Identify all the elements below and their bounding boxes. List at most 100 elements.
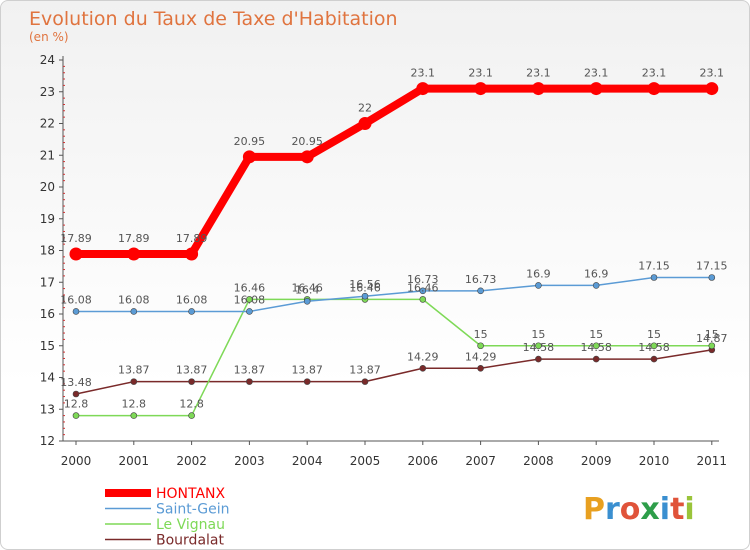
data-label: 13.87	[176, 364, 208, 377]
data-point	[300, 150, 314, 164]
data-point	[242, 150, 256, 164]
x-tick-label: 2006	[408, 454, 439, 468]
data-label: 17.89	[60, 232, 92, 245]
data-label: 14.29	[465, 350, 497, 363]
data-point	[650, 355, 658, 363]
data-point	[592, 342, 600, 350]
x-tick-label: 2009	[581, 454, 612, 468]
legend-label: Saint-Gein	[156, 502, 230, 518]
y-tick-label: 16	[40, 307, 55, 321]
brand-letter: P	[583, 492, 605, 527]
series-saint-gein	[72, 274, 716, 315]
series-line	[75, 349, 713, 395]
series-line	[75, 298, 713, 417]
data-point	[188, 412, 195, 419]
data-point	[246, 308, 253, 315]
legend-label: Bourdalat	[156, 533, 224, 549]
data-label: 23.1	[642, 67, 667, 80]
data-point	[535, 355, 542, 363]
data-point	[477, 287, 484, 295]
y-tick-label: 23	[40, 85, 55, 99]
data-label: 16.08	[60, 293, 92, 306]
data-label: 15	[647, 328, 661, 341]
data-label: 16.73	[465, 273, 497, 286]
x-tick-label: 2010	[639, 454, 670, 468]
data-label: 23.1	[411, 67, 436, 80]
data-label: 16.08	[118, 293, 150, 306]
data-label: 17.15	[638, 259, 670, 272]
data-label: 13.48	[60, 376, 92, 389]
data-point	[477, 342, 484, 350]
data-point	[358, 117, 372, 130]
data-point	[705, 82, 719, 96]
data-label: 16.4	[295, 283, 320, 296]
data-label: 16.46	[349, 281, 381, 294]
series-bourdalat	[72, 346, 716, 398]
legend-label: Le Vignau	[156, 517, 225, 533]
data-label: 16.46	[234, 281, 266, 294]
data-point	[303, 378, 311, 385]
y-tick-label: 20	[40, 180, 55, 194]
y-tick-label: 18	[40, 244, 55, 258]
data-label: 13.87	[349, 364, 381, 377]
data-point	[419, 296, 427, 303]
data-point	[69, 247, 83, 261]
data-label: 15	[531, 328, 545, 341]
data-label: 13.87	[291, 364, 323, 377]
data-label: 20.95	[234, 135, 266, 148]
x-tick-label: 2004	[292, 454, 323, 468]
data-label: 17.89	[118, 232, 150, 245]
data-label: 14.87	[696, 332, 728, 345]
data-label: 14.58	[523, 341, 555, 354]
data-label: 13.87	[118, 364, 150, 377]
series-line	[75, 276, 713, 313]
data-point	[130, 308, 138, 315]
data-point	[708, 274, 716, 281]
y-tick-label: 15	[40, 339, 55, 353]
data-label: 20.95	[291, 135, 323, 148]
data-label: 14.29	[407, 350, 439, 363]
data-label: 16.46	[291, 281, 323, 294]
data-label: 15	[474, 328, 488, 341]
data-point	[361, 292, 369, 300]
data-point	[130, 378, 138, 385]
y-tick-label: 21	[40, 148, 55, 162]
data-label: 16.46	[407, 281, 439, 294]
data-point	[361, 378, 369, 385]
data-label: 16.08	[176, 293, 208, 306]
data-point	[130, 412, 138, 419]
y-tick-label: 19	[40, 212, 55, 226]
data-point	[303, 297, 311, 305]
y-tick-label: 13	[40, 402, 55, 416]
data-label: 23.1	[468, 67, 493, 80]
data-label: 13.87	[234, 364, 266, 377]
legend-label: HONTANX	[156, 486, 226, 502]
data-label: 16.9	[584, 267, 609, 280]
chart-data-labels: 17.89 17.89 17.89 20.95 20.95 22 23.1 23.1 23.1 2…	[60, 67, 727, 411]
brand-letter: t	[670, 492, 684, 527]
brand-letter: x	[640, 492, 659, 527]
data-label: 16.08	[234, 293, 266, 306]
brand-letter: r	[605, 492, 620, 527]
data-point	[72, 412, 80, 419]
data-label: 16.56	[349, 278, 381, 291]
data-point	[419, 287, 427, 295]
data-label: 23.1	[584, 67, 609, 80]
brand-logo: Proxiti	[583, 492, 695, 527]
data-label: 23.1	[526, 67, 551, 80]
data-point	[531, 82, 545, 96]
brand-letter: i	[684, 492, 694, 527]
data-point	[647, 82, 661, 96]
data-point	[246, 296, 253, 303]
x-tick-label: 2003	[234, 454, 265, 468]
x-tick-label: 2011	[697, 454, 728, 468]
data-label: 12.8	[122, 398, 147, 411]
x-tick-label: 2008	[523, 454, 554, 468]
data-label: 15	[705, 328, 719, 341]
data-point	[589, 82, 603, 96]
data-label: 16.73	[407, 273, 439, 286]
data-label: 23.1	[700, 67, 725, 80]
data-label: 17.15	[696, 259, 728, 272]
